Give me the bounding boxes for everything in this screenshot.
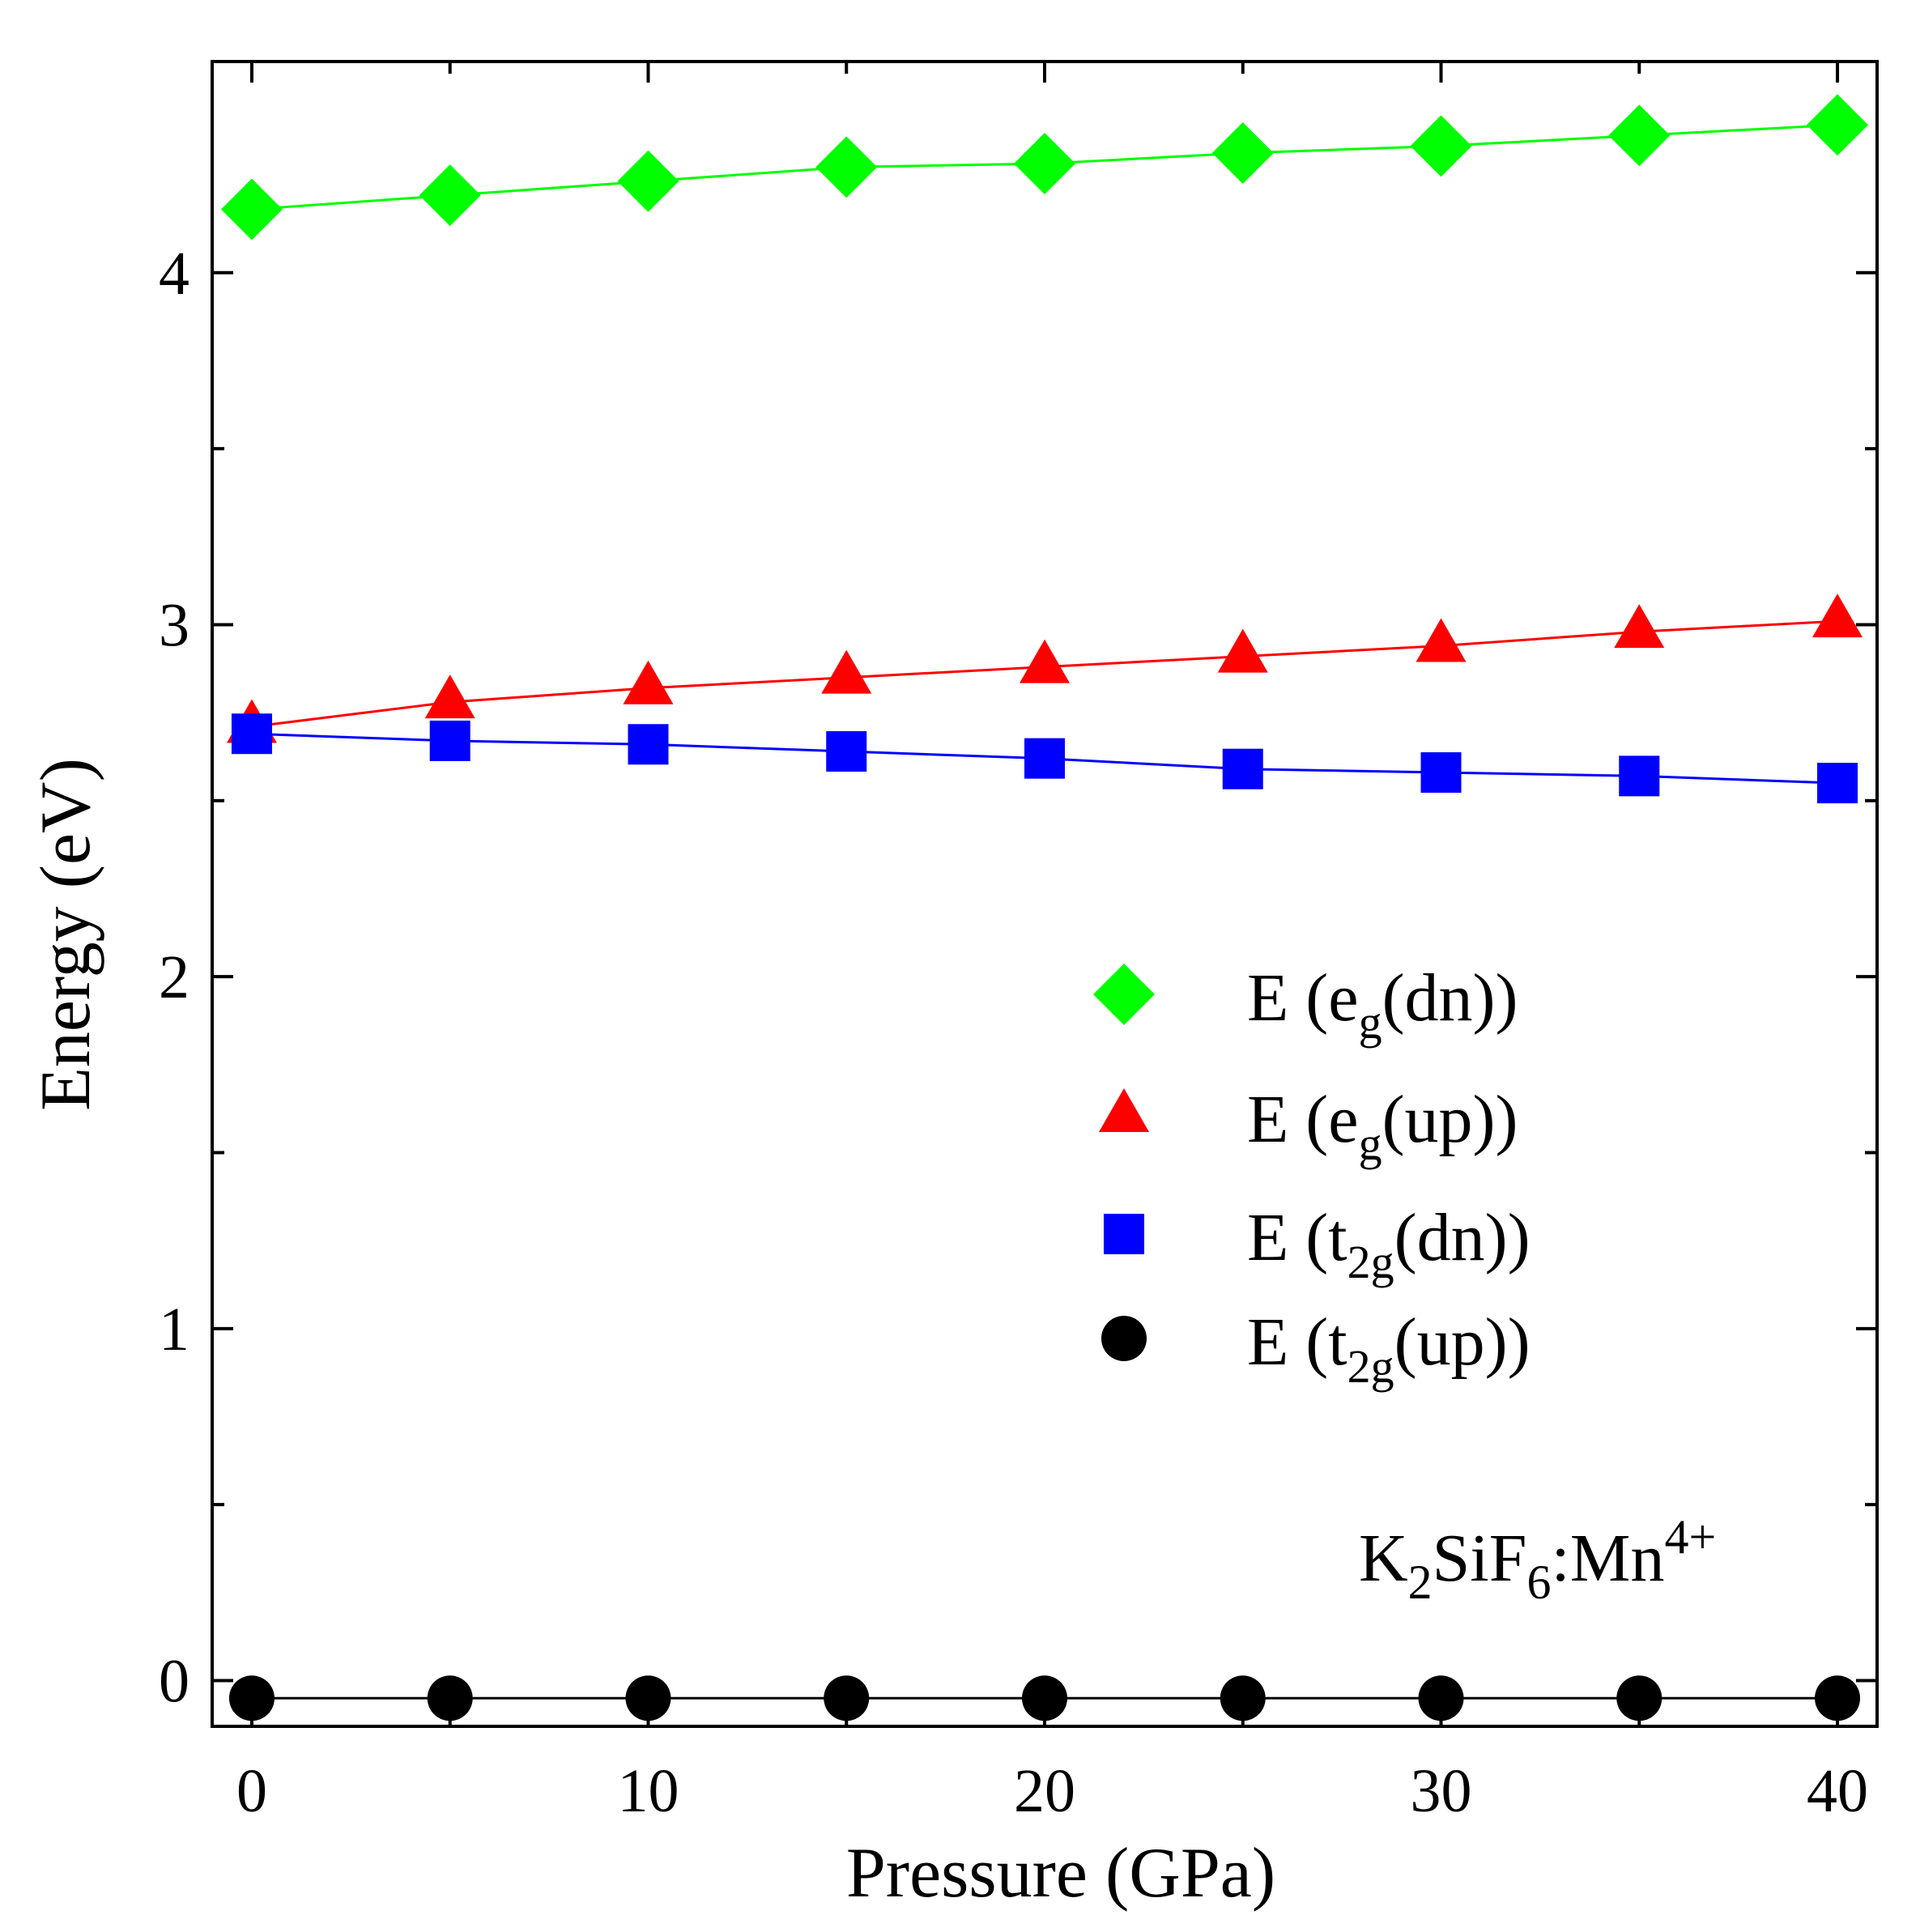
data-point-diamond [815,136,878,198]
legend-label: E (eg(up)) [1247,1082,1518,1170]
x-tick-label: 20 [1014,1757,1075,1825]
data-point-triangle [424,674,475,719]
annotation-k: K [1359,1521,1408,1596]
data-point-diamond [1410,115,1472,177]
legend-item-square: E (t2g(dn)) [1104,1200,1530,1288]
annotation-mn: :Mn [1551,1521,1664,1596]
legend-item-circle: E (t2g(up)) [1101,1304,1530,1393]
plot-frame [211,60,1879,1728]
series-square [231,713,1858,804]
legend-label-main: E (t [1247,1304,1347,1380]
legend-label: E (t2g(dn)) [1247,1200,1530,1288]
legend: E (eg(dn))E (eg(up))E (t2g(dn))E (t2g(up… [1093,960,1530,1393]
y-tick-label: 4 [159,240,189,308]
x-axis-label: Pressure (GPa) [846,1834,1275,1913]
legend-marker-diamond [1093,964,1155,1025]
legend-label-main: E (t [1247,1200,1347,1275]
data-point-circle [1815,1675,1861,1721]
legend-label-main: E (e [1247,1082,1359,1157]
annotation-sif: SiF [1433,1521,1527,1596]
data-point-triangle [1812,594,1863,638]
data-point-square [429,720,470,761]
legend-label: E (t2g(up)) [1247,1304,1530,1393]
x-tick-label: 30 [1411,1757,1472,1825]
legend-marker-square [1104,1214,1144,1254]
y-tick-label: 1 [159,1296,189,1364]
data-point-circle [1220,1675,1266,1721]
annotation-sub-2: 2 [1408,1555,1433,1609]
data-point-diamond [220,178,283,240]
series-layer [220,94,1869,1721]
data-point-circle [228,1675,275,1721]
data-point-square [231,713,272,755]
legend-marker-triangle [1099,1088,1149,1132]
legend-marker-circle [1101,1316,1147,1361]
legend-label-main: E (e [1247,960,1359,1036]
data-point-square [1222,748,1263,789]
data-point-diamond [617,150,679,212]
y-tick-label: 0 [159,1647,189,1715]
legend-label-tail: (dn)) [1394,1200,1530,1275]
data-point-square [826,730,867,772]
data-point-diamond [1211,122,1274,185]
data-point-square [1817,763,1858,804]
data-point-circle [1022,1675,1067,1721]
series-circle [228,1675,1861,1721]
series-diamond [220,94,1869,240]
data-point-square [1024,738,1065,779]
legend-label-tail: (up)) [1394,1304,1530,1380]
data-point-circle [824,1675,870,1721]
x-tick-label: 10 [617,1757,679,1825]
data-point-diamond [1608,104,1671,167]
series-triangle [226,594,1863,743]
axis-tick-labels: 0 10 20 30 40 0 1 2 3 4 [159,240,1868,1825]
data-point-diamond [1807,94,1869,156]
legend-label: E (eg(dn)) [1247,960,1518,1049]
y-axis-label: Energy (eV) [27,758,105,1111]
data-point-circle [625,1675,671,1721]
y-tick-label: 3 [159,591,189,659]
legend-label-tail: (dn)) [1382,960,1518,1036]
data-point-diamond [1014,133,1075,195]
legend-item-diamond: E (eg(dn)) [1093,960,1518,1049]
x-tick-label: 0 [236,1757,267,1825]
data-point-square [628,724,669,765]
x-tick-label: 40 [1807,1757,1868,1825]
data-point-circle [427,1675,473,1721]
legend-label-sub: 2g [1347,1236,1394,1288]
data-point-triangle [1217,628,1268,673]
legend-label-tail: (up)) [1382,1082,1518,1157]
annotation-sup-4plus: 4+ [1664,1510,1716,1564]
data-point-triangle [1416,618,1467,662]
data-point-triangle [1020,639,1070,683]
legend-label-sub: g [1359,1117,1382,1170]
data-point-diamond [419,164,481,227]
legend-label-sub: 2g [1347,1340,1394,1393]
data-point-circle [1418,1675,1464,1721]
data-point-square [1420,752,1462,794]
data-point-triangle [821,649,872,694]
data-point-square [1619,755,1660,797]
y-tick-label: 2 [159,943,189,1011]
material-annotation: K2SiF6:Mn4+ [1359,1510,1716,1609]
legend-label-sub: g [1359,996,1382,1049]
data-point-triangle [623,660,674,704]
annotation-sub-6: 6 [1526,1555,1551,1609]
data-point-circle [1616,1675,1662,1721]
data-point-triangle [1614,604,1665,649]
legend-item-triangle: E (eg(up)) [1099,1082,1518,1170]
